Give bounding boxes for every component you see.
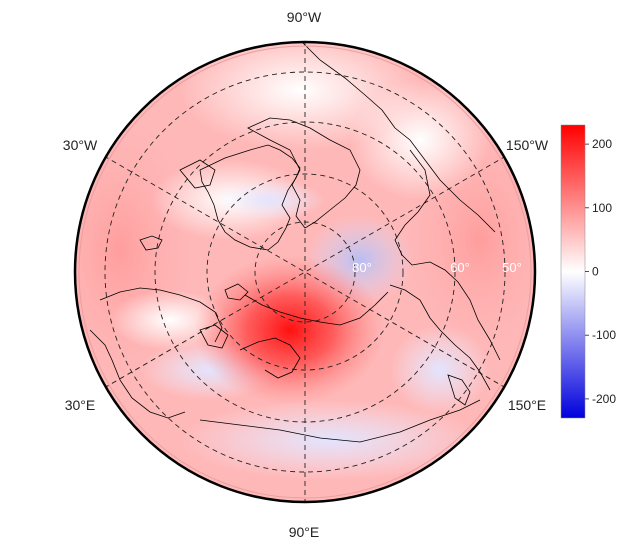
taimyr-coast: [239, 337, 301, 379]
colorbar-tick-label: 0: [592, 265, 599, 279]
parallel-70: [206, 173, 404, 371]
bering-chukotka: [389, 284, 491, 391]
lat-label-80: 80°: [352, 260, 372, 275]
siberia-coast: [244, 291, 389, 326]
colorbar-tick-label: -100: [592, 328, 616, 342]
lon-label-top: 90°W: [287, 9, 322, 25]
lon-label-upper-left: 30°W: [63, 137, 98, 153]
greenland-coast: [199, 144, 301, 251]
colorbar: 200 100 0 -100 -200: [560, 124, 616, 419]
asia-south-border: [199, 399, 481, 443]
europe-coast: [89, 329, 186, 419]
map-border-inner: [78, 45, 532, 499]
lon-label-lower-left: 30°E: [65, 397, 96, 413]
lat-label-50: 50°: [502, 260, 522, 275]
colorbar-tick-label: -200: [592, 392, 616, 406]
north-america-coast: [299, 42, 496, 233]
hudson-bay: [179, 159, 216, 189]
anomaly-field: [75, 42, 535, 502]
colorbar-ticks: 200 100 0 -100 -200: [585, 137, 616, 406]
scandinavia-coast: [99, 287, 223, 343]
colorbar-tick-label: 200: [592, 137, 612, 151]
iceland: [139, 235, 163, 251]
japan-kamchatka: [447, 374, 471, 406]
novaya-zemlya: [199, 324, 229, 349]
lat-label-60: 60°: [450, 260, 470, 275]
svalbard: [224, 283, 249, 301]
coastlines: [89, 42, 501, 443]
map-border: [73, 40, 537, 504]
parallel-50: [104, 71, 506, 473]
lon-label-lower-right: 150°E: [508, 397, 546, 413]
colorbar-gradient: [560, 124, 586, 419]
graticule: [103, 42, 507, 502]
colorbar-tick-label: 100: [592, 201, 612, 215]
lon-label-upper-right: 150°W: [506, 137, 549, 153]
alaska-coast: [394, 149, 501, 361]
lon-label-bottom: 90°E: [289, 524, 320, 540]
canada-archipelago: [247, 117, 361, 229]
